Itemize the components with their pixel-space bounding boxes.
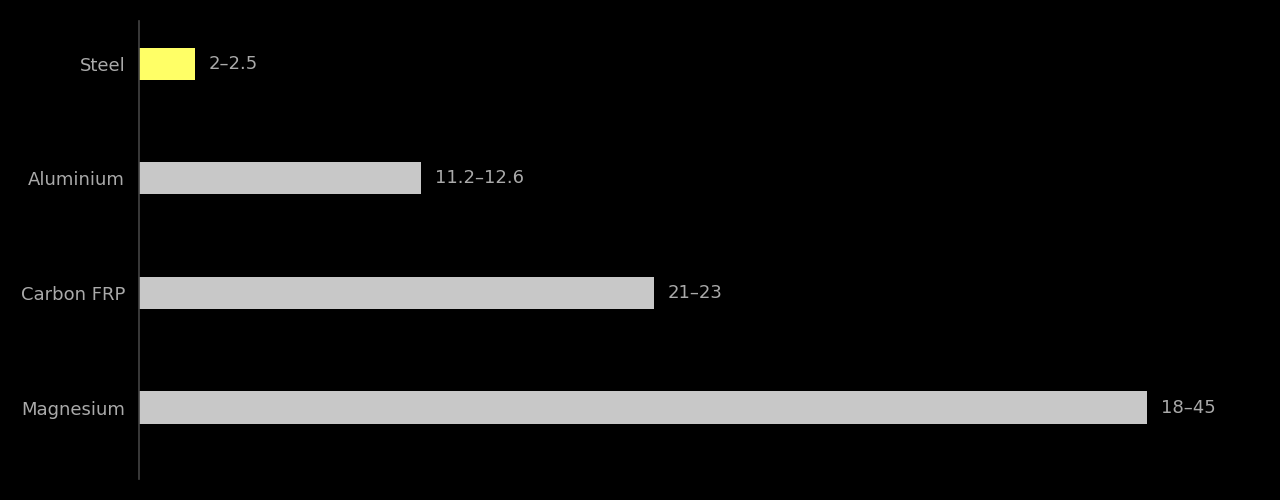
Bar bbox=[140, 392, 1147, 424]
Bar bbox=[140, 277, 654, 309]
Bar bbox=[140, 162, 421, 194]
Text: 18–45: 18–45 bbox=[1161, 398, 1215, 416]
Bar bbox=[140, 48, 195, 80]
Text: 11.2–12.6: 11.2–12.6 bbox=[435, 170, 524, 188]
Text: 21–23: 21–23 bbox=[668, 284, 723, 302]
Text: 2–2.5: 2–2.5 bbox=[209, 55, 257, 73]
